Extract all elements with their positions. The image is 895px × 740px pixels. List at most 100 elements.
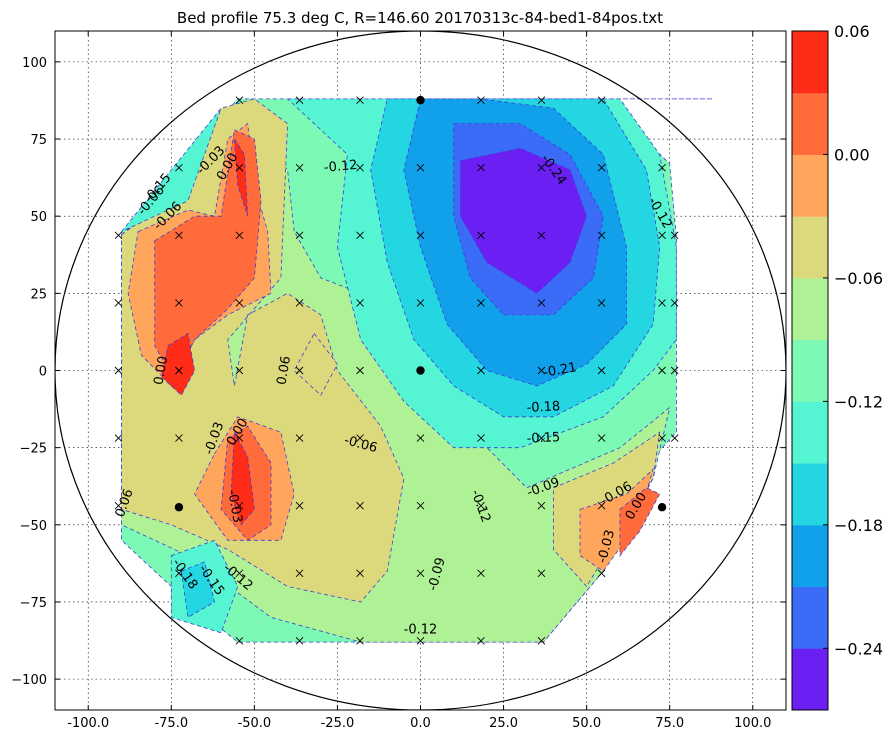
probe-mark <box>416 501 425 510</box>
probe-mark <box>175 299 183 307</box>
x-tick-label: 50.0 <box>572 716 601 731</box>
probe-point <box>295 501 304 510</box>
probe-mark <box>597 96 606 104</box>
contour-label: -0.18 <box>526 399 560 416</box>
probe-mark <box>175 366 183 375</box>
y-tick-label: 75 <box>30 133 47 148</box>
probe-mark <box>175 434 183 442</box>
contour-label: -0.15 <box>526 430 560 447</box>
probe-point <box>356 434 364 442</box>
plot-area: -0.12 -0.24-0.12-0.15-0.06-0.06-0.030.000… <box>55 31 786 710</box>
probe-mark <box>416 163 425 172</box>
probe-point <box>670 299 679 307</box>
contour-label: 0.06 <box>274 355 294 386</box>
y-tick-label: 25 <box>30 287 47 302</box>
probe-point <box>235 569 244 578</box>
probe-point <box>658 231 666 240</box>
contour-label: -0.21 <box>542 360 578 381</box>
probe-point <box>175 366 183 375</box>
contour-label: -0.03 <box>224 488 245 524</box>
probe-mark <box>670 366 679 375</box>
y-tick-label: 100 <box>22 56 47 71</box>
y-axis-ticks: 100 75 50 25 0 −25 −50 −75 −100 <box>11 56 786 688</box>
probe-mark <box>235 163 244 172</box>
contour-label: -0.12 <box>323 158 358 176</box>
probe-point <box>295 96 304 104</box>
probe-point <box>175 231 183 240</box>
probe-point <box>235 366 244 375</box>
y-tick-label: 0 <box>39 365 47 380</box>
colorbar-band <box>792 401 828 464</box>
probe-point <box>537 434 546 442</box>
probe-point <box>114 434 123 442</box>
probe-point <box>356 366 364 375</box>
probe-point <box>235 501 244 510</box>
probe-point <box>114 231 123 240</box>
probe-mark <box>235 637 244 645</box>
probe-point <box>235 231 244 240</box>
y-tick-label: −75 <box>20 596 47 611</box>
probe-point <box>597 569 606 578</box>
colorbar-tick-label: −0.24 <box>834 639 883 658</box>
probe-point <box>295 366 304 375</box>
probe-point <box>477 434 485 442</box>
probe-point <box>597 231 606 240</box>
probe-mark <box>597 163 606 172</box>
anchor-point <box>416 366 425 375</box>
probe-point <box>416 501 425 510</box>
colorbar-band <box>792 463 828 526</box>
anchor-point <box>657 503 667 512</box>
probe-mark <box>114 366 123 375</box>
probe-mark <box>175 231 183 240</box>
probe-mark <box>537 96 546 104</box>
chart-title: Bed profile 75.3 deg C, R=146.60 2017031… <box>177 9 663 27</box>
probe-mark <box>356 569 364 578</box>
probe-point <box>235 96 244 104</box>
probe-mark <box>537 637 546 645</box>
probe-mark <box>295 569 304 578</box>
probe-mark <box>295 434 304 442</box>
probe-point <box>477 231 485 240</box>
probe-mark <box>477 569 485 578</box>
probe-mark <box>670 434 679 442</box>
probe-point <box>356 163 364 172</box>
probe-mark <box>477 299 485 307</box>
x-tick-label: 25.0 <box>489 716 518 731</box>
y-tick-label: −25 <box>20 442 47 457</box>
probe-mark <box>477 96 485 104</box>
probe-mark <box>114 231 123 240</box>
probe-mark <box>235 299 244 307</box>
probe-mark <box>114 299 123 307</box>
probe-mark <box>670 231 679 240</box>
probe-points <box>114 96 679 645</box>
colorbar-tick-label: −0.12 <box>834 392 883 411</box>
probe-point <box>597 434 606 442</box>
probe-mark <box>416 299 425 307</box>
colorbar-band <box>792 277 828 341</box>
probe-point <box>356 501 364 510</box>
probe-mark <box>597 299 606 307</box>
probe-point <box>537 569 546 578</box>
probe-mark <box>356 366 364 375</box>
probe-mark <box>235 501 244 510</box>
colorbar-tick-label: 0.00 <box>834 145 870 164</box>
probe-mark <box>235 366 244 375</box>
probe-point <box>597 163 606 172</box>
probe-point <box>537 231 546 240</box>
probe-point <box>295 637 304 645</box>
probe-point <box>537 366 546 375</box>
anchor-points <box>174 95 667 512</box>
contour-region <box>154 129 262 381</box>
contour-region <box>459 147 588 294</box>
contour-region <box>230 430 255 526</box>
anchor-point <box>174 503 184 512</box>
x-tick-label: 0.0 <box>410 716 431 731</box>
colorbar-tick-label: 0.06 <box>834 22 870 41</box>
probe-mark <box>477 501 485 510</box>
probe-mark <box>295 637 304 645</box>
probe-mark <box>537 434 546 442</box>
probe-point <box>175 569 183 578</box>
probe-point <box>670 231 679 240</box>
probe-mark <box>295 163 304 172</box>
